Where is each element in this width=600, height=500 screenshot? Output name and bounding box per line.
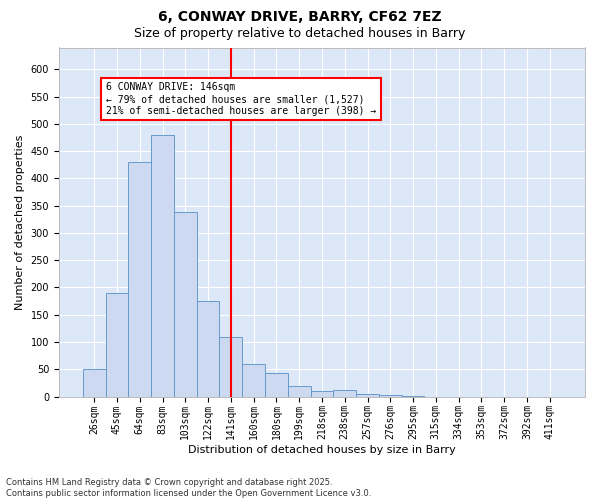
Bar bbox=[334, 390, 356, 396]
Y-axis label: Number of detached properties: Number of detached properties bbox=[15, 134, 25, 310]
Bar bbox=[128, 162, 151, 396]
Bar bbox=[151, 135, 174, 396]
X-axis label: Distribution of detached houses by size in Barry: Distribution of detached houses by size … bbox=[188, 445, 456, 455]
Bar bbox=[174, 212, 197, 396]
Bar bbox=[106, 293, 128, 397]
Bar bbox=[311, 391, 334, 396]
Bar bbox=[242, 364, 265, 396]
Text: 6, CONWAY DRIVE, BARRY, CF62 7EZ: 6, CONWAY DRIVE, BARRY, CF62 7EZ bbox=[158, 10, 442, 24]
Bar bbox=[288, 386, 311, 396]
Text: 6 CONWAY DRIVE: 146sqm
← 79% of detached houses are smaller (1,527)
21% of semi-: 6 CONWAY DRIVE: 146sqm ← 79% of detached… bbox=[106, 82, 376, 116]
Bar bbox=[83, 370, 106, 396]
Bar bbox=[265, 373, 288, 396]
Bar bbox=[197, 301, 220, 396]
Text: Size of property relative to detached houses in Barry: Size of property relative to detached ho… bbox=[134, 28, 466, 40]
Bar bbox=[220, 336, 242, 396]
Text: Contains HM Land Registry data © Crown copyright and database right 2025.
Contai: Contains HM Land Registry data © Crown c… bbox=[6, 478, 371, 498]
Bar bbox=[356, 394, 379, 396]
